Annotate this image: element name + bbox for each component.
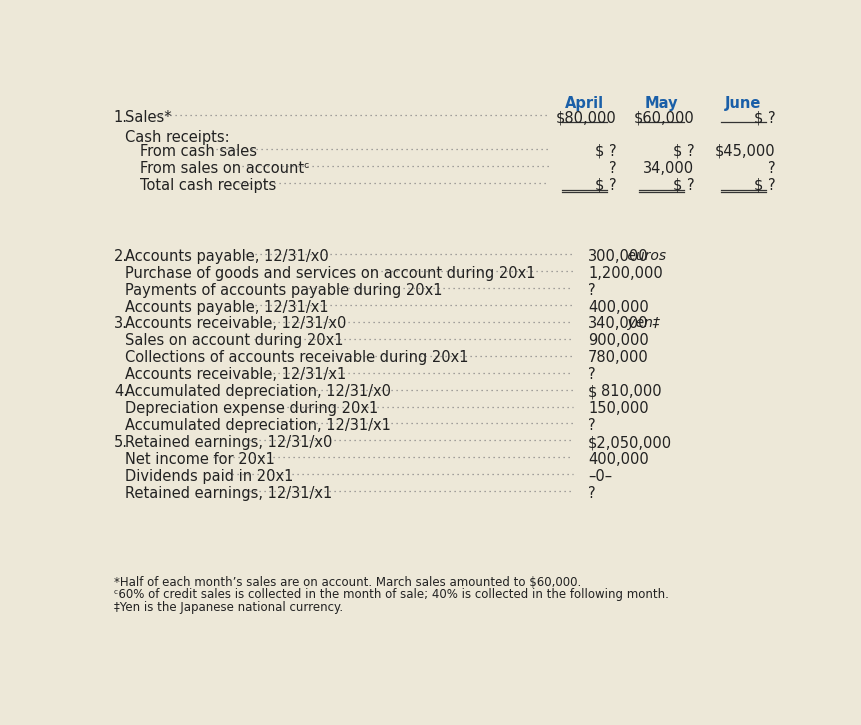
Text: Depreciation expense during 20x1: Depreciation expense during 20x1 (125, 401, 378, 416)
Text: $60,000: $60,000 (634, 110, 694, 125)
Text: ?: ? (588, 486, 596, 501)
Text: Accounts payable, 12/31/x0: Accounts payable, 12/31/x0 (125, 249, 328, 264)
Text: –0–: –0– (588, 469, 612, 484)
Text: Accumulated depreciation, 12/31/x0: Accumulated depreciation, 12/31/x0 (125, 384, 391, 399)
Text: $ ?: $ ? (595, 178, 616, 193)
Text: $80,000: $80,000 (556, 110, 616, 125)
Text: June: June (725, 96, 761, 111)
Text: From sales on accountᶜ: From sales on accountᶜ (140, 161, 310, 176)
Text: Accounts receivable, 12/31/x1: Accounts receivable, 12/31/x1 (125, 368, 346, 382)
Text: 3.: 3. (114, 316, 127, 331)
Text: April: April (565, 96, 604, 111)
Text: $ ?: $ ? (754, 178, 776, 193)
Text: 780,000: 780,000 (588, 350, 649, 365)
Text: Retained earnings, 12/31/x0: Retained earnings, 12/31/x0 (125, 435, 332, 450)
Text: Purchase of goods and services on account during 20x1: Purchase of goods and services on accoun… (125, 265, 536, 281)
Text: ?: ? (768, 161, 776, 176)
Text: ?: ? (588, 283, 596, 297)
Text: May: May (645, 96, 678, 111)
Text: 1.: 1. (114, 110, 127, 125)
Text: Cash receipts:: Cash receipts: (125, 130, 229, 145)
Text: 900,000: 900,000 (588, 334, 649, 349)
Text: *Half of each month’s sales are on account. March sales amounted to $60,000.: *Half of each month’s sales are on accou… (114, 576, 581, 589)
Text: ?: ? (588, 368, 596, 382)
Text: Accounts receivable, 12/31/x0: Accounts receivable, 12/31/x0 (125, 316, 346, 331)
Text: $ ?: $ ? (672, 144, 694, 159)
Text: 810,000: 810,000 (600, 384, 661, 399)
Text: $ ?: $ ? (595, 144, 616, 159)
Text: $ ?: $ ? (754, 110, 776, 125)
Text: 1,200,000: 1,200,000 (588, 265, 663, 281)
Text: 400,000: 400,000 (588, 452, 649, 467)
Text: ?: ? (588, 418, 596, 433)
Text: Total cash receipts: Total cash receipts (140, 178, 276, 193)
Text: ‡Yen is the Japanese national currency.: ‡Yen is the Japanese national currency. (114, 600, 343, 613)
Text: Dividends paid in 20x1: Dividends paid in 20x1 (125, 469, 293, 484)
Text: 400,000: 400,000 (588, 299, 649, 315)
Text: Retained earnings, 12/31/x1: Retained earnings, 12/31/x1 (125, 486, 332, 501)
Text: Sales*: Sales* (125, 110, 171, 125)
Text: $45,000: $45,000 (715, 144, 776, 159)
Text: yen‡: yen‡ (623, 316, 660, 331)
Text: 2.: 2. (114, 249, 128, 264)
Text: Accumulated depreciation, 12/31/x1: Accumulated depreciation, 12/31/x1 (125, 418, 391, 433)
Text: ᶜ60% of credit sales is collected in the month of sale; 40% is collected in the : ᶜ60% of credit sales is collected in the… (114, 588, 669, 601)
Text: euros: euros (623, 249, 666, 262)
Text: 5.: 5. (114, 435, 127, 450)
Text: Sales on account during 20x1: Sales on account during 20x1 (125, 334, 344, 349)
Text: 34,000: 34,000 (643, 161, 694, 176)
Text: 150,000: 150,000 (588, 401, 648, 416)
Text: Payments of accounts payable during 20x1: Payments of accounts payable during 20x1 (125, 283, 443, 297)
Text: ?: ? (610, 161, 616, 176)
Text: Net income for 20x1: Net income for 20x1 (125, 452, 275, 467)
Text: Accounts payable, 12/31/x1: Accounts payable, 12/31/x1 (125, 299, 328, 315)
Text: $ ?: $ ? (672, 178, 694, 193)
Text: Collections of accounts receivable during 20x1: Collections of accounts receivable durin… (125, 350, 468, 365)
Text: 4.: 4. (114, 384, 127, 399)
Text: 300,000: 300,000 (588, 249, 648, 264)
Text: From cash sales: From cash sales (140, 144, 257, 159)
Text: $: $ (588, 384, 598, 399)
Text: 340,000: 340,000 (588, 316, 648, 331)
Text: $2,050,000: $2,050,000 (588, 435, 672, 450)
